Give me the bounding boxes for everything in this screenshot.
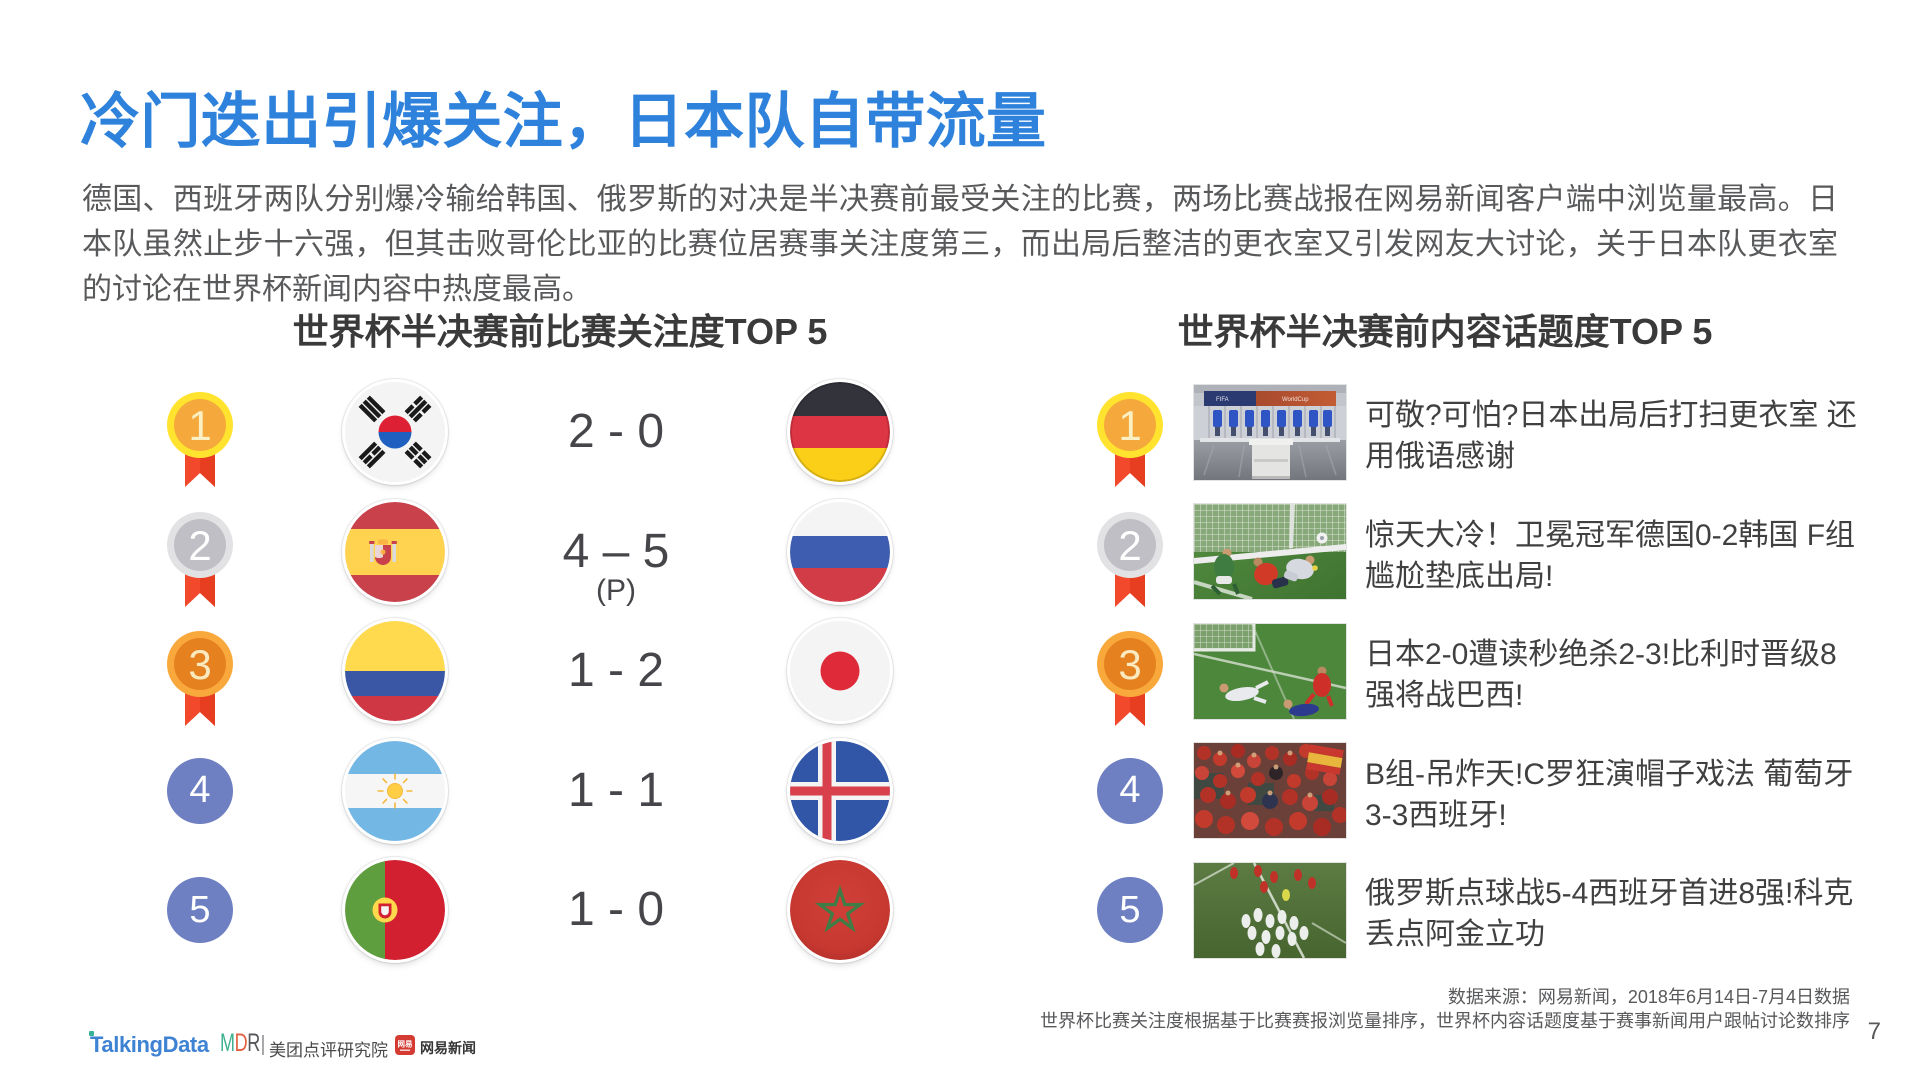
news-headline: 可敬?可怕?日本出局后打扫更衣室 还用俄语感谢 [1365, 399, 1857, 473]
news-photo-germany-korea-goal [1193, 503, 1347, 600]
news-headline: 俄罗斯点球战5-4西班牙首进8强!科克丢点阿金立功 [1365, 877, 1854, 951]
flag-south-korea-icon [345, 382, 445, 482]
intro-paragraph: 德国、西班牙两队分别爆冷输给韩国、俄罗斯的对决是半决赛前最受关注的比赛，两场比赛… [82, 183, 1838, 306]
news-photo-locker-room: FIFA WorldCup [1193, 383, 1347, 481]
svg-text:WorldCup: WorldCup [1282, 397, 1309, 403]
rank-number: 1 [1118, 402, 1141, 449]
rank-number: 2 [188, 522, 211, 569]
news-photo-russia-spain-penalty [1193, 861, 1347, 959]
gold-medal-icon: 1 [165, 391, 235, 495]
flag-iceland-icon [790, 740, 890, 841]
silver-medal-icon: 2 [1095, 511, 1165, 615]
svg-text:FIFA: FIFA [1216, 397, 1229, 403]
news-headline: 惊天大冷！卫冕冠军德国0-2韩国 F组尴尬垫底出局! [1365, 518, 1856, 593]
rank-circle: 5 [1097, 877, 1163, 943]
page-title: 冷门迭出引爆关注，日本队自带流量 [80, 88, 1047, 155]
rank-number: 4 [1119, 769, 1141, 811]
flag-morocco-icon [790, 860, 890, 960]
rank-number: 2 [1118, 522, 1141, 569]
rank-number: 3 [188, 641, 211, 688]
talkingdata-dot-icon [89, 1031, 94, 1036]
netease-news-label: 网易新闻 [420, 1040, 476, 1056]
meituan-research-label: 美团点评研究院 [269, 1041, 388, 1060]
match-score: 1 - 2 [567, 644, 665, 697]
rank-circle: 4 [167, 757, 233, 824]
left-panel-heading: 世界杯半决赛前比赛关注度TOP 5 [292, 311, 828, 352]
rank-number: 4 [189, 769, 211, 811]
rank-number: 5 [189, 888, 211, 931]
news-headline: B组-吊炸天!C罗狂演帽子戏法 葡萄牙3-3西班牙! [1365, 757, 1854, 832]
match-score-note: (P) [596, 573, 636, 607]
silver-medal-icon: 2 [165, 511, 235, 615]
flag-spain-icon [345, 501, 445, 602]
right-panel-heading: 世界杯半决赛前内容话题度TOP 5 [1177, 311, 1713, 352]
match-score: 2 - 0 [567, 405, 665, 458]
match-score: 4 – 5 [562, 524, 670, 578]
logo-divider [262, 1035, 264, 1055]
source-line-2: 世界杯比赛关注度根据基于比赛赛报浏览量排序，世界杯内容话题度基于赛事新闻用户跟帖… [1040, 1011, 1850, 1031]
gold-medal-icon: 1 [1095, 391, 1165, 495]
rank-circle: 5 [167, 877, 233, 943]
news-photo-japan-belgium-goal [1193, 622, 1347, 720]
page-number: 7 [1867, 1018, 1881, 1045]
flag-argentina-icon [345, 740, 445, 841]
news-photo-portugal-spain-fans [1193, 742, 1347, 839]
flag-colombia-icon [345, 621, 445, 721]
bronze-medal-icon: 3 [165, 630, 235, 734]
match-score: 1 - 1 [567, 763, 665, 817]
rank-circle: 4 [1097, 757, 1163, 824]
rank-number: 5 [1119, 888, 1141, 931]
news-headline: 日本2-0遭读秒绝杀2-3!比利时晋级8强将战巴西! [1365, 638, 1837, 712]
match-score: 1 - 0 [567, 883, 665, 936]
rank-number: 1 [188, 402, 211, 449]
flag-japan-icon [790, 621, 890, 721]
flag-germany-icon [790, 382, 890, 482]
flag-portugal-icon [345, 860, 445, 960]
flag-russia-icon [790, 501, 890, 602]
bronze-medal-icon: 3 [1095, 630, 1165, 734]
source-line-1: 数据来源：网易新闻，2018年6月14日-7月4日数据 [1447, 987, 1850, 1007]
data-source-note: 数据来源：网易新闻，2018年6月14日-7月4日数据 世界杯比赛关注度根据基于… [1040, 985, 1850, 1033]
netease-news-icon: 网易 [395, 1035, 415, 1055]
talkingdata-logo: TalkingData [89, 1031, 209, 1057]
rank-number: 3 [1118, 641, 1141, 688]
svg-text:网易: 网易 [398, 1040, 413, 1049]
mdr-logo: MDR [220, 1029, 260, 1057]
